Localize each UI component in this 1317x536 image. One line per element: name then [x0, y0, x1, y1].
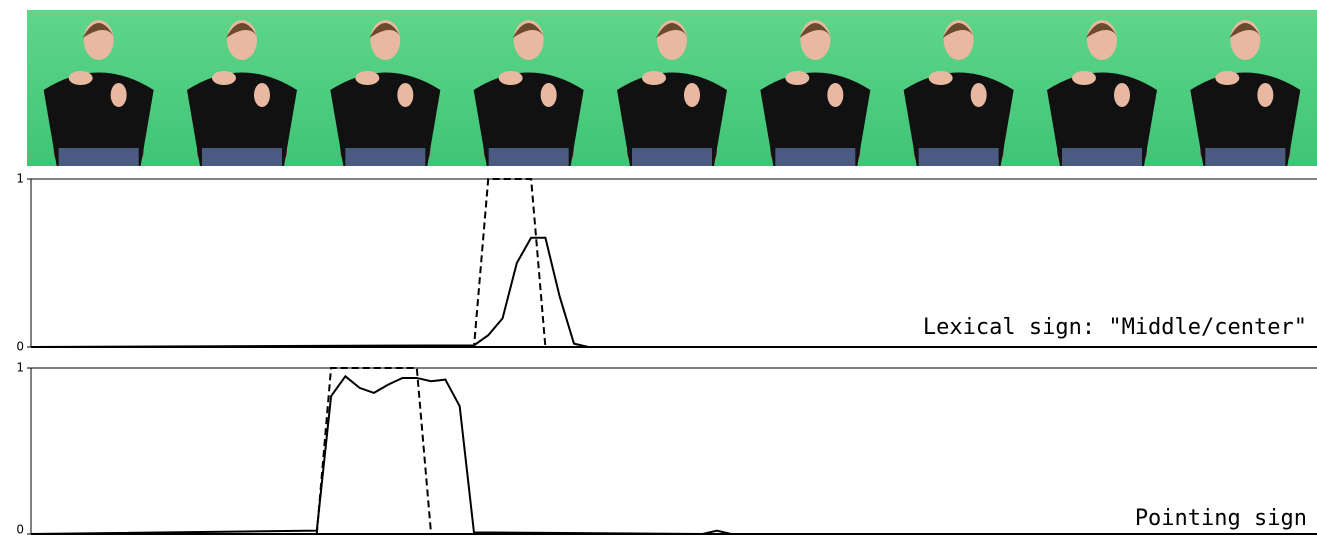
annotation: Pointing sign — [1135, 506, 1307, 531]
y-tick-label: 0 — [16, 523, 24, 536]
y-tick-label: 1 — [16, 172, 24, 186]
hand — [355, 71, 380, 85]
jeans — [58, 148, 139, 166]
jeans — [632, 148, 712, 166]
hair — [369, 23, 402, 38]
hair — [226, 23, 258, 38]
hand — [684, 83, 700, 107]
hair — [82, 23, 115, 38]
series-line — [30, 374, 1317, 536]
jeans — [488, 148, 569, 166]
y-tick-label: 0 — [16, 340, 24, 354]
hair — [512, 23, 545, 38]
video-frame — [600, 10, 745, 166]
video-frame — [887, 10, 1031, 166]
series-line — [31, 178, 1317, 348]
video-frame — [27, 10, 171, 166]
video-frame — [1030, 10, 1175, 166]
hand — [785, 71, 810, 85]
hand — [1215, 71, 1240, 85]
line-chart: 0 1 Lexical sign: "Middle/center" — [16, 172, 1317, 354]
video-frame — [743, 10, 888, 166]
jeans — [345, 148, 426, 166]
hair — [942, 23, 975, 38]
hand — [1072, 71, 1096, 85]
hand — [928, 71, 953, 85]
hand — [254, 83, 270, 107]
hand — [970, 83, 987, 107]
hand — [397, 83, 414, 107]
hand — [68, 71, 93, 85]
series-line — [30, 236, 1317, 348]
hand — [498, 71, 523, 85]
jeans — [1062, 148, 1142, 166]
jeans — [918, 148, 999, 166]
hand — [212, 71, 236, 85]
hair — [656, 23, 688, 38]
jeans — [202, 148, 282, 166]
y-tick-label: 1 — [16, 361, 24, 375]
hand — [1114, 83, 1130, 107]
hand — [110, 83, 127, 107]
jeans — [1205, 148, 1286, 166]
video-frame — [313, 10, 458, 166]
line-chart: 0 1 Pointing sign — [16, 361, 1317, 536]
hair — [799, 23, 832, 38]
video-frame — [1173, 10, 1317, 166]
hand — [1257, 83, 1274, 107]
hand — [642, 71, 666, 85]
jeans — [775, 148, 856, 166]
video-frame — [170, 10, 315, 166]
hand — [540, 83, 557, 107]
video-frame — [457, 10, 601, 166]
hand — [827, 83, 844, 107]
series-line — [31, 367, 1317, 535]
hair — [1229, 23, 1262, 38]
video-frames — [27, 10, 1317, 166]
hair — [1086, 23, 1118, 38]
annotation: Lexical sign: "Middle/center" — [923, 315, 1307, 340]
